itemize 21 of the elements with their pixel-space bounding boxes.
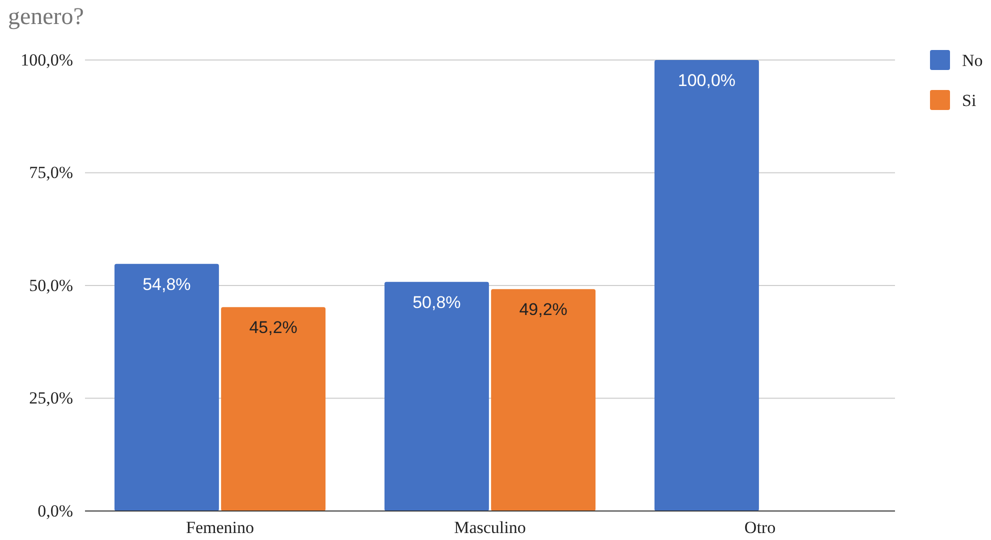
data-label: 45,2% bbox=[249, 318, 298, 338]
x-tick-label: Femenino bbox=[186, 518, 254, 538]
bar bbox=[221, 307, 326, 511]
bar bbox=[114, 264, 219, 511]
y-tick-label: 100,0% bbox=[20, 50, 73, 70]
y-tick-label: 50,0% bbox=[29, 276, 73, 295]
x-tick-label: Masculino bbox=[454, 518, 526, 538]
bar bbox=[654, 60, 759, 511]
y-tick-label: 75,0% bbox=[29, 163, 73, 182]
y-tick-label: 25,0% bbox=[29, 388, 73, 408]
legend-label: Si bbox=[962, 91, 976, 110]
data-label: 54,8% bbox=[142, 274, 191, 294]
data-label: 49,2% bbox=[519, 300, 568, 320]
bar bbox=[491, 289, 596, 511]
x-tick-label: Otro bbox=[744, 518, 776, 538]
legend-label: No bbox=[962, 51, 983, 70]
data-label: 100,0% bbox=[678, 71, 736, 90]
data-label: 50,8% bbox=[412, 292, 461, 312]
y-tick-label: 0,0% bbox=[38, 501, 73, 520]
bar bbox=[384, 282, 489, 511]
chart-title: genero? bbox=[8, 4, 84, 30]
